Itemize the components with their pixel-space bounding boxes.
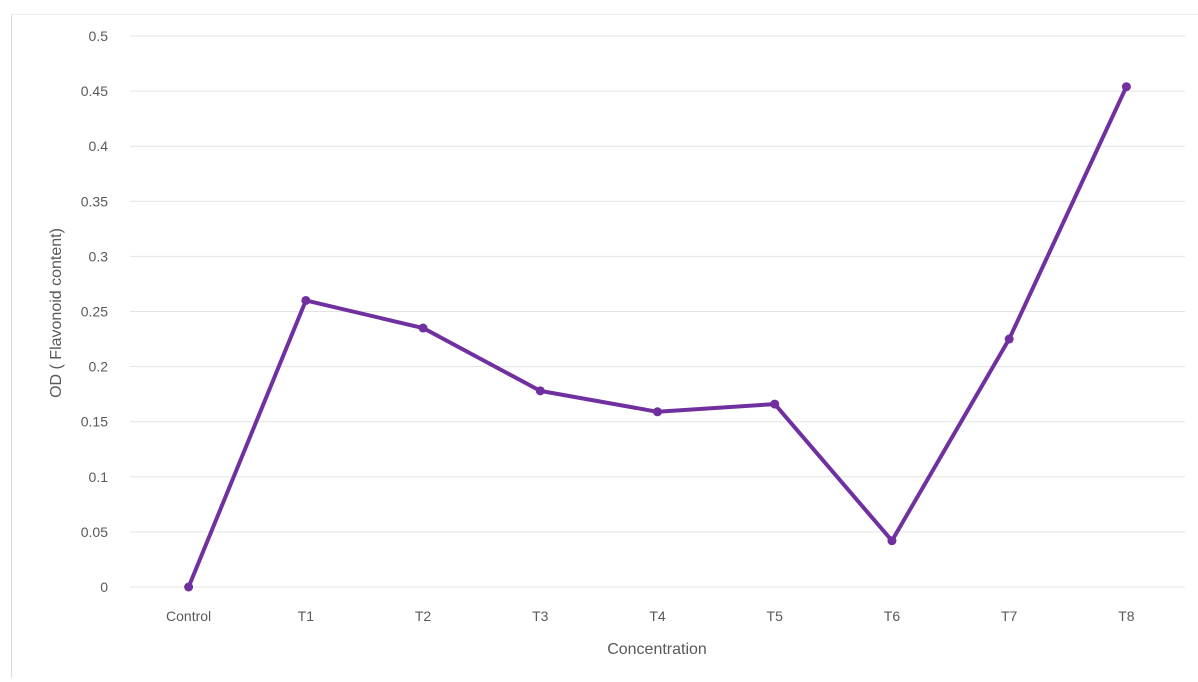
data-point-t5 <box>770 399 780 409</box>
data-point-control <box>184 582 194 592</box>
series-layer <box>184 82 1131 592</box>
data-point-t6 <box>887 536 897 546</box>
x-tick-label: T1 <box>298 608 315 624</box>
series-line <box>186 84 1129 589</box>
data-point-t1 <box>301 295 311 305</box>
gridlines <box>130 35 1185 588</box>
chart-frame-left-border <box>11 14 12 678</box>
x-axis-tick-labels: Control T1 T2 T3 T4 T5 T6 T7 T8 <box>166 608 1135 624</box>
y-tick-label: 0.5 <box>89 28 109 44</box>
y-tick-label: 0.3 <box>89 248 109 264</box>
x-tick-label: T3 <box>532 608 549 624</box>
x-tick-label: Control <box>166 608 211 624</box>
y-tick-label: 0.05 <box>81 524 108 540</box>
data-point-t2 <box>418 323 428 333</box>
data-point-t3 <box>535 386 545 396</box>
x-tick-label: T4 <box>649 608 666 624</box>
y-tick-label: 0.45 <box>81 83 108 99</box>
x-tick-label: T8 <box>1118 608 1135 624</box>
y-axis-title: OD ( Flavonoid content) <box>48 228 65 398</box>
data-point-t4 <box>653 407 662 417</box>
y-tick-label: 0.35 <box>81 193 108 209</box>
y-tick-label: 0.4 <box>89 138 109 154</box>
x-tick-label: T6 <box>884 608 901 624</box>
y-tick-label: 0.15 <box>81 414 108 430</box>
x-tick-label: T7 <box>1001 608 1018 624</box>
x-axis-title: Concentration <box>607 641 707 658</box>
data-point-t8 <box>1121 82 1131 92</box>
y-axis-tick-labels: 0 0.05 0.1 0.15 0.2 0.25 0.3 0.35 0.4 0.45 0.5 <box>81 28 108 595</box>
x-tick-label: T5 <box>767 608 784 624</box>
x-tick-label: T2 <box>415 608 432 624</box>
y-tick-label: 0.1 <box>89 469 109 485</box>
y-tick-label: 0.25 <box>81 304 108 320</box>
chart-frame-top-border <box>11 14 1198 15</box>
y-tick-label: 0.2 <box>89 359 109 375</box>
data-point-t7 <box>1004 334 1014 344</box>
y-tick-label: 0 <box>100 579 108 595</box>
